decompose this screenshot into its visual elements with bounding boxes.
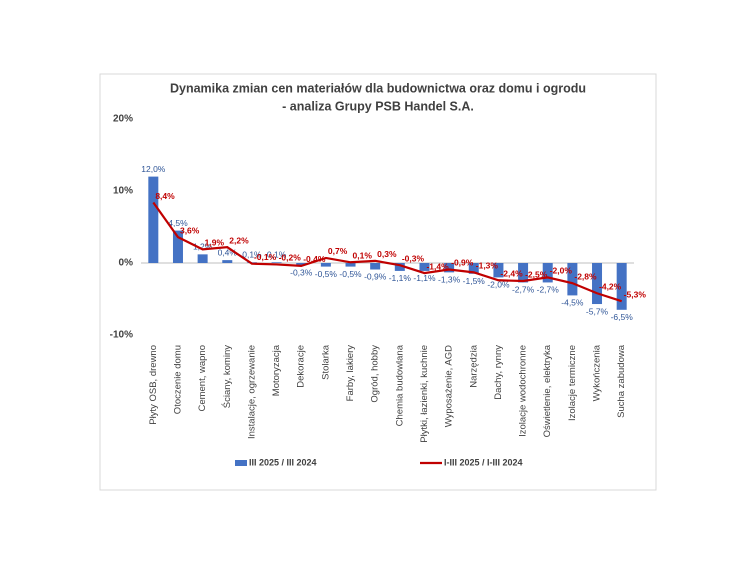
line-value-label: -1,3% bbox=[476, 261, 499, 271]
x-tick-label: Ogród, hobby bbox=[370, 345, 381, 403]
line-value-label: -2,0% bbox=[550, 266, 573, 276]
bar bbox=[616, 263, 627, 310]
legend-swatch bbox=[235, 460, 247, 466]
line bbox=[152, 201, 623, 303]
bar-value-label: -5,7% bbox=[586, 306, 609, 316]
bar-value-label: -0,5% bbox=[339, 269, 362, 279]
line-value-label: -0,1% bbox=[254, 252, 277, 262]
chart-subtitle: - analiza Grupy PSB Handel S.A. bbox=[282, 99, 474, 113]
line-value-label: -2,4% bbox=[500, 269, 523, 279]
x-tick-label: Płytki, łazienki, kuchnie bbox=[419, 345, 430, 443]
bar bbox=[592, 263, 603, 305]
x-tick-label: Ściany, kominy bbox=[221, 345, 233, 408]
line-value-label: 3,6% bbox=[180, 225, 200, 235]
bar bbox=[222, 260, 233, 263]
x-tick-label: Dachy, rynny bbox=[493, 345, 504, 400]
x-tick-label: Stolarka bbox=[320, 344, 331, 380]
bar-value-label: -2,7% bbox=[512, 285, 535, 295]
bar bbox=[148, 176, 159, 263]
y-tick-label: 10% bbox=[113, 186, 133, 197]
line-value-label: -1,4% bbox=[426, 261, 449, 271]
bar-value-label: -1,3% bbox=[438, 275, 461, 285]
bar bbox=[296, 263, 307, 266]
x-tick-label: Narzędzia bbox=[468, 344, 479, 387]
line-value-label: 1,9% bbox=[205, 238, 225, 248]
x-tick-label: Cement, wapno bbox=[197, 345, 208, 412]
x-tick-label: Wykończenia bbox=[592, 344, 603, 401]
line-value-label: -0,4% bbox=[303, 254, 326, 264]
bar-value-label: -1,5% bbox=[463, 276, 486, 286]
x-tick-label: Wyposażenie, AGD bbox=[444, 345, 455, 427]
bar-value-label: -1,1% bbox=[413, 273, 436, 283]
x-tick-label: Farby, lakiery bbox=[345, 345, 356, 402]
line-value-label: -0,9% bbox=[451, 258, 474, 268]
x-tick-label: Chemia budowlana bbox=[394, 344, 405, 426]
line-value-label: 8,4% bbox=[155, 191, 175, 201]
x-tick-label: Sucha zabudowa bbox=[616, 344, 627, 418]
line-value-label: -0,3% bbox=[402, 253, 425, 263]
bar-value-label: -2,7% bbox=[537, 285, 560, 295]
x-tick-label: Płyty OSB, drewno bbox=[148, 345, 159, 425]
bar bbox=[542, 263, 553, 283]
x-tick-label: Izolacje wodochronne bbox=[518, 345, 529, 437]
line-value-label: -2,5% bbox=[525, 269, 548, 279]
x-tick-label: Otoczenie domu bbox=[172, 345, 183, 414]
bar-value-label: -0,5% bbox=[315, 269, 338, 279]
line-value-label: 0,3% bbox=[377, 249, 397, 259]
line-value-label: 0,1% bbox=[353, 251, 373, 261]
bar-value-label: 0,1% bbox=[267, 250, 287, 260]
line-value-label: -2,8% bbox=[574, 271, 597, 281]
bar bbox=[468, 263, 479, 274]
line-value-label: 2,2% bbox=[229, 235, 249, 245]
legend-label: III 2025 / III 2024 bbox=[249, 457, 317, 467]
bar-value-label: -0,3% bbox=[290, 267, 313, 277]
x-tick-label: Oświetlenie, elektryka bbox=[542, 344, 553, 437]
bar-value-label: 12,0% bbox=[141, 164, 166, 174]
line-value-label: -0,2% bbox=[279, 253, 302, 263]
bar bbox=[493, 263, 504, 278]
bar bbox=[394, 263, 405, 271]
bar bbox=[172, 230, 183, 263]
bar-value-label: -1,1% bbox=[389, 273, 412, 283]
x-tick-label: Izolacje termiczne bbox=[567, 345, 578, 421]
bar bbox=[320, 263, 331, 267]
x-tick-label: Dekoracje bbox=[296, 345, 307, 388]
legend-label: I-III 2025 / I-III 2024 bbox=[444, 457, 523, 467]
x-tick-label: Instalacje, ogrzewanie bbox=[246, 345, 257, 439]
line-value-label: -5,3% bbox=[624, 289, 647, 299]
bar bbox=[567, 263, 578, 296]
bar-value-label: 1,2% bbox=[193, 242, 213, 252]
bar-value-label: -2,0% bbox=[487, 280, 510, 290]
bar-value-label: -0,9% bbox=[364, 272, 387, 282]
line-value-label: -4,2% bbox=[599, 281, 622, 291]
y-tick-label: 20% bbox=[113, 114, 133, 125]
line-value-label: 0,7% bbox=[328, 246, 348, 256]
y-tick-label: -10% bbox=[110, 330, 133, 341]
bar bbox=[518, 263, 529, 283]
bar-value-label: 0,4% bbox=[218, 247, 238, 257]
bar bbox=[197, 254, 208, 263]
bar bbox=[419, 263, 430, 271]
bar bbox=[444, 263, 455, 273]
bar bbox=[271, 262, 282, 263]
x-tick-label: Motoryzacja bbox=[271, 344, 282, 396]
y-tick-label: 0% bbox=[119, 258, 134, 269]
bar-value-label: 4,5% bbox=[168, 218, 188, 228]
bar-value-label: 0,1% bbox=[242, 250, 262, 260]
bar-value-label: -6,5% bbox=[611, 312, 634, 322]
chart-title: Dynamika zmian cen materiałów dla budown… bbox=[170, 81, 586, 95]
bar bbox=[345, 263, 356, 267]
bar bbox=[370, 263, 381, 270]
bar-value-label: -4,5% bbox=[561, 298, 584, 308]
